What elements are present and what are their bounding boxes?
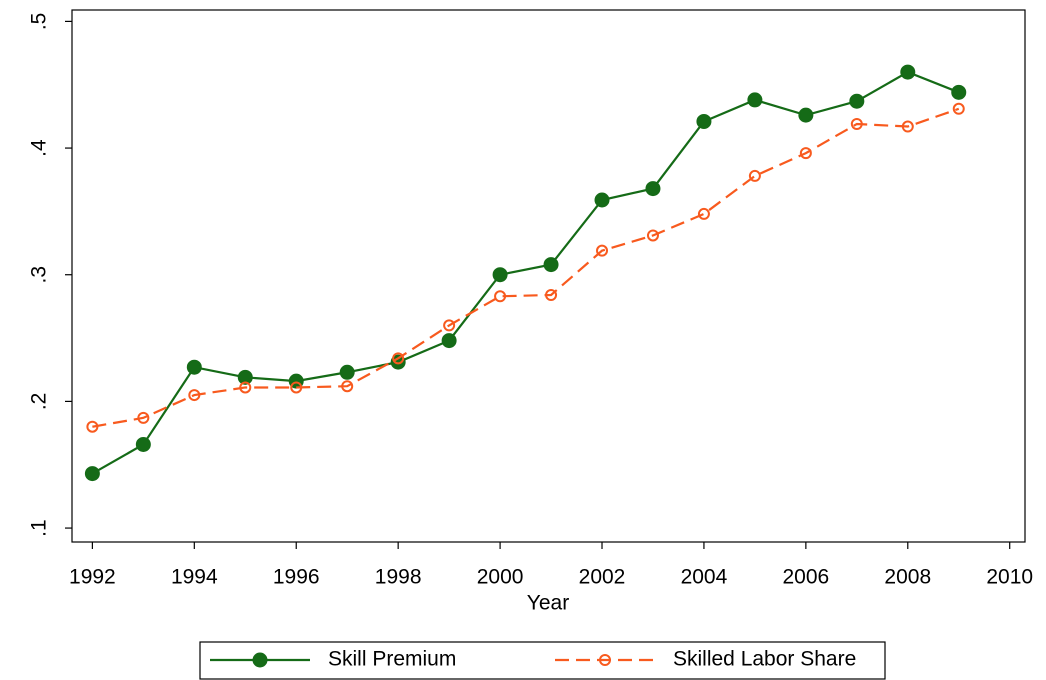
data-point: [697, 207, 710, 220]
y-tick-label: .4: [28, 139, 51, 157]
data-point: [186, 359, 202, 375]
data-point: [84, 466, 100, 482]
data-point: [850, 118, 863, 130]
data-point: [849, 93, 865, 109]
data-point: [951, 84, 967, 100]
y-tick-label: .3: [28, 266, 51, 284]
data-point: [901, 120, 914, 133]
data-point: [86, 420, 99, 433]
legend-marker: [252, 652, 268, 668]
data-point: [748, 169, 761, 182]
data-point: [696, 113, 712, 129]
y-tick-label: .2: [28, 393, 51, 411]
x-tick-label: 2008: [884, 566, 931, 589]
legend-label: Skilled Labor Share: [673, 648, 856, 671]
data-point: [545, 289, 558, 301]
data-point: [646, 229, 659, 242]
x-tick-label: 2000: [477, 566, 524, 589]
data-point: [290, 381, 303, 394]
legend-box: [199, 641, 886, 680]
legend-label: Skill Premium: [328, 648, 456, 671]
x-tick-label: 1992: [69, 566, 116, 589]
data-point: [594, 192, 610, 208]
x-tick-label: 2010: [986, 566, 1033, 589]
data-point: [799, 147, 812, 160]
data-point: [543, 257, 559, 273]
data-point: [492, 267, 508, 283]
data-point: [237, 369, 253, 385]
data-point: [952, 102, 965, 115]
data-point: [188, 389, 201, 402]
x-tick-label: 1996: [273, 566, 320, 589]
series-line: [91, 70, 960, 475]
data-point: [392, 352, 405, 365]
data-point: [645, 181, 661, 197]
data-point: [798, 107, 814, 123]
legend-marker: [599, 654, 611, 666]
data-point: [341, 380, 354, 393]
x-axis-label: Year: [527, 592, 569, 615]
x-tick-label: 2006: [783, 566, 830, 589]
y-tick-label: .5: [28, 13, 51, 31]
plot-frame: [71, 9, 1026, 543]
series-line: [92, 107, 960, 428]
data-point: [135, 436, 151, 452]
data-point: [339, 364, 355, 380]
data-point: [239, 381, 252, 394]
x-tick-label: 1994: [171, 566, 218, 589]
data-point: [137, 411, 150, 424]
data-point: [441, 333, 457, 349]
data-point: [443, 319, 456, 332]
x-tick-label: 1998: [375, 566, 422, 589]
y-tick-label: .1: [28, 519, 51, 537]
data-point: [900, 64, 916, 80]
data-point: [596, 244, 609, 257]
data-point: [747, 92, 763, 108]
x-tick-label: 2002: [579, 566, 626, 589]
x-tick-label: 2004: [681, 566, 728, 589]
data-point: [494, 290, 507, 303]
